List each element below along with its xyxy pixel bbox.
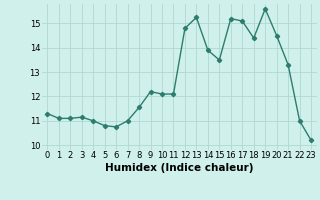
X-axis label: Humidex (Indice chaleur): Humidex (Indice chaleur)	[105, 163, 253, 173]
